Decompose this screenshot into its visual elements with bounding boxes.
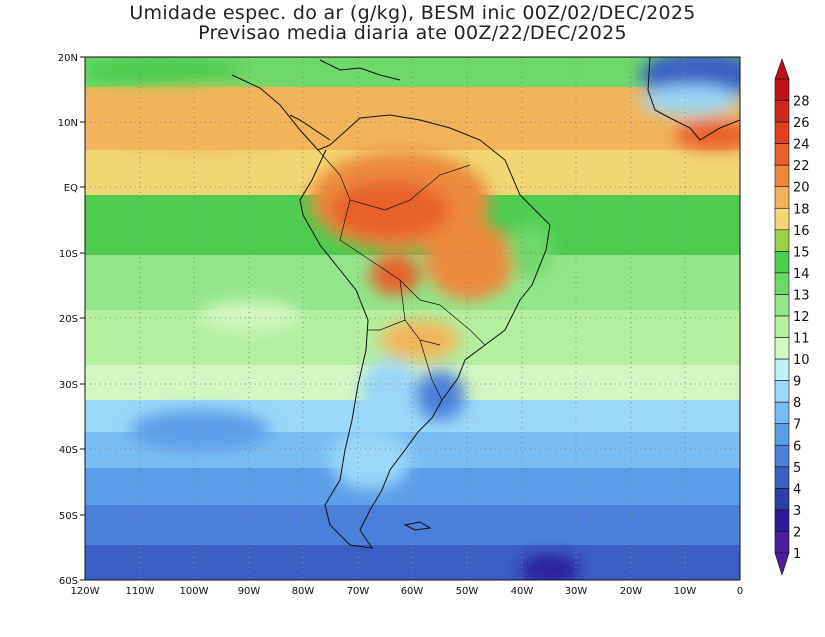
colorbar-label: 12 — [793, 310, 810, 325]
colorbar-swatch — [774, 509, 790, 532]
lon-label-110w: 110W — [126, 586, 155, 597]
lat-label-20s: 20S — [59, 314, 78, 325]
colorbar-swatch — [774, 466, 790, 489]
colorbar-label: 1 — [793, 547, 801, 562]
colorbar-swatch — [774, 315, 790, 338]
lon-label-0: 0 — [737, 586, 743, 597]
lon-label-90w: 90W — [238, 586, 261, 597]
colorbar-label: 16 — [793, 224, 810, 239]
colorbar-label: 26 — [793, 116, 810, 131]
country-borders — [317, 149, 486, 401]
colorbar-label: 7 — [793, 418, 801, 433]
lon-label-20w: 20W — [620, 586, 643, 597]
colorbar-label: 5 — [793, 461, 801, 476]
colorbar-label: 28 — [793, 95, 810, 110]
lat-label-40s: 40S — [59, 445, 78, 456]
colorbar-label: 10 — [793, 353, 810, 368]
colorbar-label: 15 — [793, 245, 810, 260]
colorbar-min-arrow — [774, 552, 790, 576]
lat-label-60s: 60S — [59, 576, 78, 587]
humidity-field — [85, 57, 740, 580]
colorbar-label: 8 — [793, 396, 801, 411]
lon-label-80w: 80W — [292, 586, 315, 597]
colorbar-swatch — [774, 337, 790, 360]
colorbar-label: 2 — [793, 525, 801, 540]
colorbar-swatch — [774, 401, 790, 425]
lon-label-40w: 40W — [511, 586, 534, 597]
colorbar-swatch — [774, 531, 790, 554]
colorbar-label: 9 — [793, 375, 801, 390]
colorbar-label: 18 — [793, 202, 810, 217]
colorbar-label: 20 — [793, 181, 810, 196]
lat-label-50s: 50S — [59, 511, 78, 522]
colorbar-swatch — [774, 121, 790, 144]
colorbar-swatch — [774, 272, 790, 295]
colorbar-label: 14 — [793, 267, 810, 282]
lat-label-20n: 20N — [58, 53, 78, 64]
lat-label-30s: 30S — [59, 380, 78, 391]
lat-label-10n: 10N — [58, 118, 78, 129]
colorbar-label: 11 — [793, 332, 810, 347]
colorbar-swatch — [774, 186, 790, 209]
colorbar-swatch — [774, 358, 790, 381]
colorbar-swatch — [774, 251, 790, 274]
colorbar-label: 22 — [793, 159, 810, 174]
colorbar-swatch — [774, 294, 790, 317]
colorbar-swatch — [774, 164, 790, 188]
lon-label-30w: 30W — [565, 586, 588, 597]
colorbar-swatch — [774, 78, 790, 101]
lon-label-120w: 120W — [71, 586, 100, 597]
colorbar-swatch — [774, 380, 790, 403]
colorbar-label: 4 — [793, 482, 801, 497]
colorbar-max-arrow — [774, 58, 790, 80]
colorbar-swatch — [774, 423, 790, 446]
lon-label-100w: 100W — [180, 586, 209, 597]
colorbar-label: 6 — [793, 439, 801, 454]
lat-label-eq: EQ — [64, 183, 78, 194]
coastlines — [231, 57, 740, 549]
colorbar-label: 24 — [793, 138, 810, 153]
lon-label-50w: 50W — [456, 586, 479, 597]
colorbar-label: 3 — [793, 504, 801, 519]
lat-label-10s: 10S — [59, 249, 78, 260]
colorbar-swatch — [774, 229, 790, 252]
colorbar-swatch — [774, 143, 790, 166]
colorbar-swatch — [774, 488, 790, 511]
colorbar-label: 13 — [793, 288, 810, 303]
colorbar-swatch — [774, 207, 790, 231]
lon-label-70w: 70W — [347, 586, 370, 597]
lon-label-60w: 60W — [401, 586, 424, 597]
chart-title: Umidade espec. do ar (g/kg), BESM inic 0… — [129, 2, 696, 24]
lon-label-10w: 10W — [674, 586, 697, 597]
chart-subtitle: Previsao media diaria ate 00Z/22/DEC/202… — [198, 22, 627, 44]
colorbar-swatch — [774, 444, 790, 468]
colorbar-swatch — [774, 100, 790, 123]
